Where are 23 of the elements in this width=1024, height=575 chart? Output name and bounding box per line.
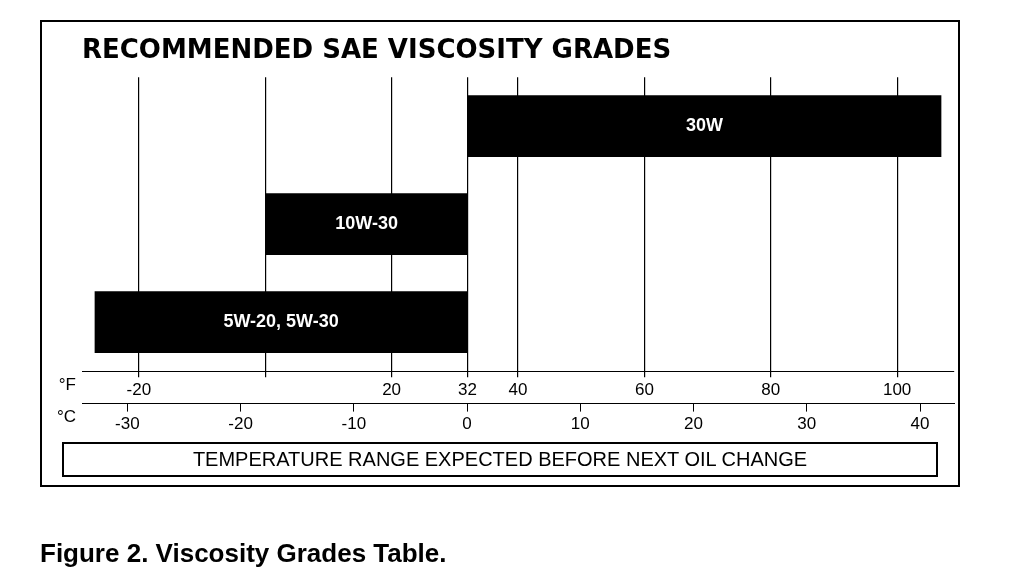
x-tick-label: 40 [508,380,528,400]
x-axis-title: °F [58,374,76,394]
chart-title: RECOMMENDED SAE VISCOSITY GRADES [82,34,672,65]
caption: Figure 2. Viscosity Grades Table. [40,538,447,569]
y-tick-label: 30W [685,115,723,136]
x-tick-label: 60 [634,380,654,400]
x2-tick-label: -10 [341,414,367,434]
y-tick-label: 5W-20, 5W-30 [223,311,339,332]
x2-tick-label: 40 [910,414,930,434]
x2-tick-label: 10 [570,414,590,434]
x2-tick-label: -30 [115,414,140,434]
x2-tick-label: 0 [462,414,472,434]
x2-tick-label: -20 [228,414,253,434]
x2-tick-label: 20 [684,414,703,434]
x-tick-label: 100 [882,380,912,400]
x-tick-label: 80 [761,380,781,400]
x2-tick-label: 30 [797,414,817,434]
x-tick-label: 32 [457,380,477,400]
x-tick-label: 20 [382,380,402,400]
x-tick-label: -20 [126,380,152,400]
x2-axis-title: °C [56,407,76,427]
y-tick-label: 10W-30 [335,213,398,234]
text: TEMPERATURE RANGE EXPECTED BEFORE NEXT OIL CHANGE [62,442,938,477]
